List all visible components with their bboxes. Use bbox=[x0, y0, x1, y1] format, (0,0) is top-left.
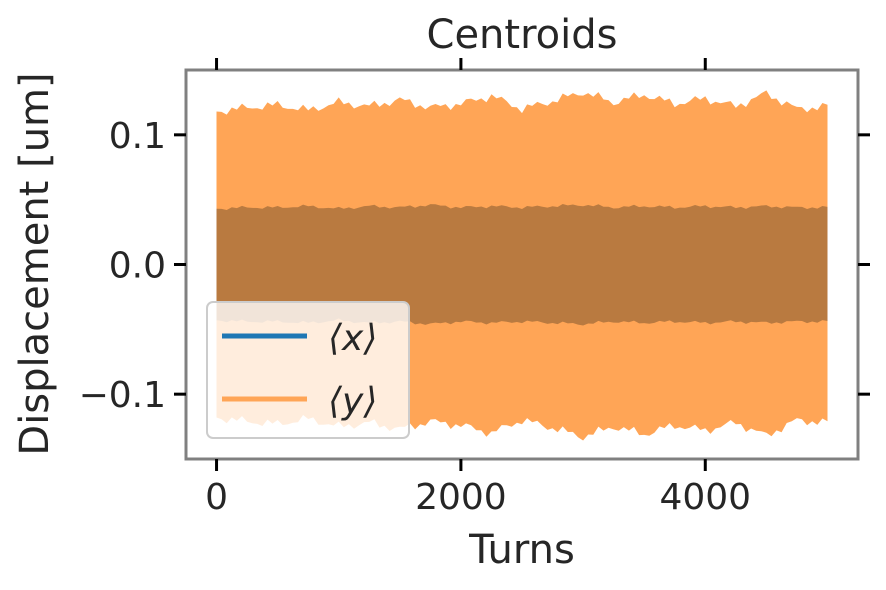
legend-label-y: ⟨y⟩ bbox=[328, 381, 377, 422]
x-tick-label-0: 0 bbox=[205, 477, 228, 518]
legend-frame bbox=[206, 301, 410, 439]
x-axis-label: Turns bbox=[468, 527, 575, 573]
x-tick-label-2: 4000 bbox=[659, 477, 751, 518]
legend: ⟨x⟩ ⟨y⟩ bbox=[206, 301, 410, 439]
series-x-band bbox=[216, 204, 828, 326]
y-axis-label: Displacement [um] bbox=[12, 72, 58, 455]
x-tick-label-1: 2000 bbox=[415, 477, 507, 518]
y-tick-label-1: 0.0 bbox=[109, 246, 166, 287]
y-tick-label-0: 0.1 bbox=[109, 116, 166, 157]
legend-label-x: ⟨x⟩ bbox=[328, 318, 377, 359]
y-tick-label-2: −0.1 bbox=[79, 375, 166, 416]
chart-title: Centroids bbox=[427, 12, 618, 58]
